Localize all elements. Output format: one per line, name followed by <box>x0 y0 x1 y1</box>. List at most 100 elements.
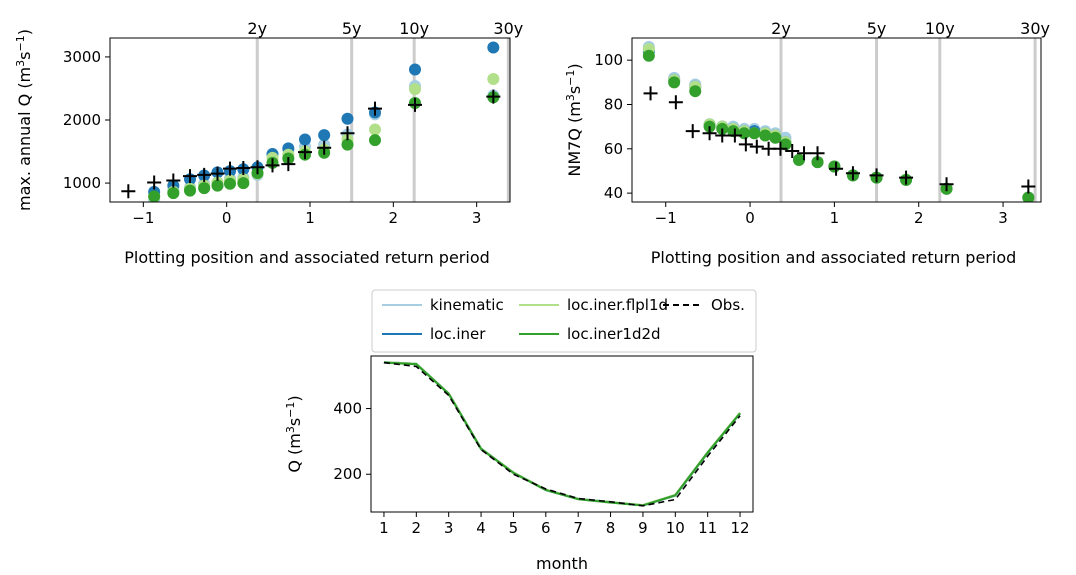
x-tick-label: 2 <box>389 209 399 227</box>
return-period-label: 2y <box>771 19 791 38</box>
obs-marker <box>317 140 332 155</box>
x-tick-label: 8 <box>606 519 616 537</box>
y-tick-label: 100 <box>594 51 623 69</box>
obs-marker <box>223 161 237 176</box>
x-tick-label: 12 <box>731 519 750 537</box>
legend: kinematic loc.iner.flpl1d Obs. loc.iner loc.… <box>371 289 757 353</box>
y-axis-label: Q (m3s−1) <box>284 395 305 472</box>
y-axis-label-superscript: −1 <box>14 35 27 51</box>
y-tick-label: 1000 <box>63 174 101 192</box>
y-axis-label-superscript: 3 <box>14 60 27 67</box>
point-loc_iner1d2d <box>184 184 196 197</box>
y-axis-label-part: s <box>565 86 584 94</box>
obs-marker <box>250 160 265 175</box>
point-loc_iner1d2d <box>198 182 211 195</box>
obs-marker <box>183 169 197 184</box>
point-loc_iner1d2d <box>668 76 681 89</box>
y-axis-label-part: ) <box>565 63 584 69</box>
obs-marker <box>643 86 658 101</box>
obs-marker <box>785 144 800 159</box>
y-axis-label-superscript: 3 <box>564 94 577 101</box>
obs-marker <box>845 166 860 181</box>
point-loc_iner1d2d <box>727 125 740 138</box>
obs-marker <box>939 177 954 192</box>
obs-marker <box>210 166 225 181</box>
x-tick-label: 1 <box>379 519 389 537</box>
x-tick-label: 0 <box>222 209 232 227</box>
obs-marker <box>761 141 776 156</box>
plot-area <box>642 38 1037 202</box>
point-loc_iner <box>299 133 311 146</box>
obs-marker <box>829 161 844 176</box>
series-line-obs <box>383 361 741 507</box>
legend-label: loc.iner <box>430 325 486 343</box>
point-loc_iner1d2d <box>148 190 161 202</box>
x-axis-label: Plotting position and associated return … <box>124 248 490 267</box>
y-tick-label: 80 <box>604 95 623 113</box>
obs-marker <box>797 146 812 161</box>
x-tick-label: 0 <box>745 209 755 227</box>
y-axis-label-part: ) <box>15 29 34 35</box>
series-line-loc_iner1d2d <box>383 361 741 507</box>
legend-label: Obs. <box>711 296 745 314</box>
x-tick-label: 1 <box>830 209 840 227</box>
point-loc_iner1d2d <box>748 127 761 140</box>
x-axis-label: month <box>536 554 588 573</box>
obs-marker <box>121 184 136 199</box>
point-loc_iner1d2d <box>689 85 702 98</box>
point-loc_iner1d2d <box>792 153 805 166</box>
obs-marker <box>749 139 764 154</box>
obs-marker <box>869 168 884 183</box>
point-loc_iner <box>318 129 331 142</box>
y-axis-label-superscript: 3 <box>284 426 297 433</box>
obs-marker <box>298 145 312 160</box>
y-tick-label: 40 <box>604 184 623 202</box>
y-axis-label-part: max. annual Q (m <box>15 67 34 211</box>
y-axis-label-part: s <box>15 52 34 60</box>
point-loc_iner_flpl1d <box>487 73 500 85</box>
x-tick-label: 2 <box>412 519 422 537</box>
return-period-label: 5y <box>342 19 362 38</box>
x-tick-label: 6 <box>541 519 551 537</box>
x-tick-label: 7 <box>573 519 583 537</box>
y-axis-label-superscript: −1 <box>284 402 297 418</box>
obs-marker <box>147 175 162 190</box>
x-tick-label: 3 <box>444 519 454 537</box>
y-tick-label: 3000 <box>63 48 101 66</box>
obs-marker <box>810 146 825 161</box>
x-tick-label: 9 <box>638 519 648 537</box>
return-period-label: 30y <box>493 19 523 38</box>
legend-label: kinematic <box>430 296 504 314</box>
point-loc_iner1d2d <box>759 129 772 142</box>
y-tick-label: 400 <box>333 400 362 418</box>
point-loc_iner1d2d <box>642 49 655 62</box>
return-period-label: 10y <box>399 19 429 38</box>
obs-marker <box>715 128 730 143</box>
obs-marker <box>236 160 251 175</box>
x-tick-label: 4 <box>476 519 486 537</box>
x-tick-label: 5 <box>509 519 519 537</box>
y-tick-label: 60 <box>604 140 623 158</box>
point-loc_iner1d2d <box>237 177 250 190</box>
x-tick-label: 11 <box>698 519 717 537</box>
x-tick-label: 10 <box>666 519 685 537</box>
plot-frame <box>370 355 754 513</box>
obs-marker <box>197 167 212 182</box>
x-tick-label: 3 <box>998 209 1008 227</box>
y-axis-label-part: NM7Q (m <box>565 101 584 176</box>
legend-label: loc.iner1d2d <box>567 325 661 343</box>
return-period-label: 2y <box>247 19 267 38</box>
y-tick-label: 200 <box>333 465 362 483</box>
obs-marker <box>727 128 742 143</box>
point-loc_iner1d2d <box>341 138 354 151</box>
y-axis-label: NM7Q (m3s−1) <box>564 63 585 176</box>
point-loc_iner1d2d <box>811 156 824 169</box>
plot-area <box>121 38 510 202</box>
obs-marker <box>685 124 700 139</box>
point-loc_iner <box>487 41 500 54</box>
obs-marker <box>738 137 753 152</box>
plot-frame <box>631 37 1042 203</box>
obs-marker <box>281 157 296 172</box>
x-tick-label: 1 <box>305 209 315 227</box>
